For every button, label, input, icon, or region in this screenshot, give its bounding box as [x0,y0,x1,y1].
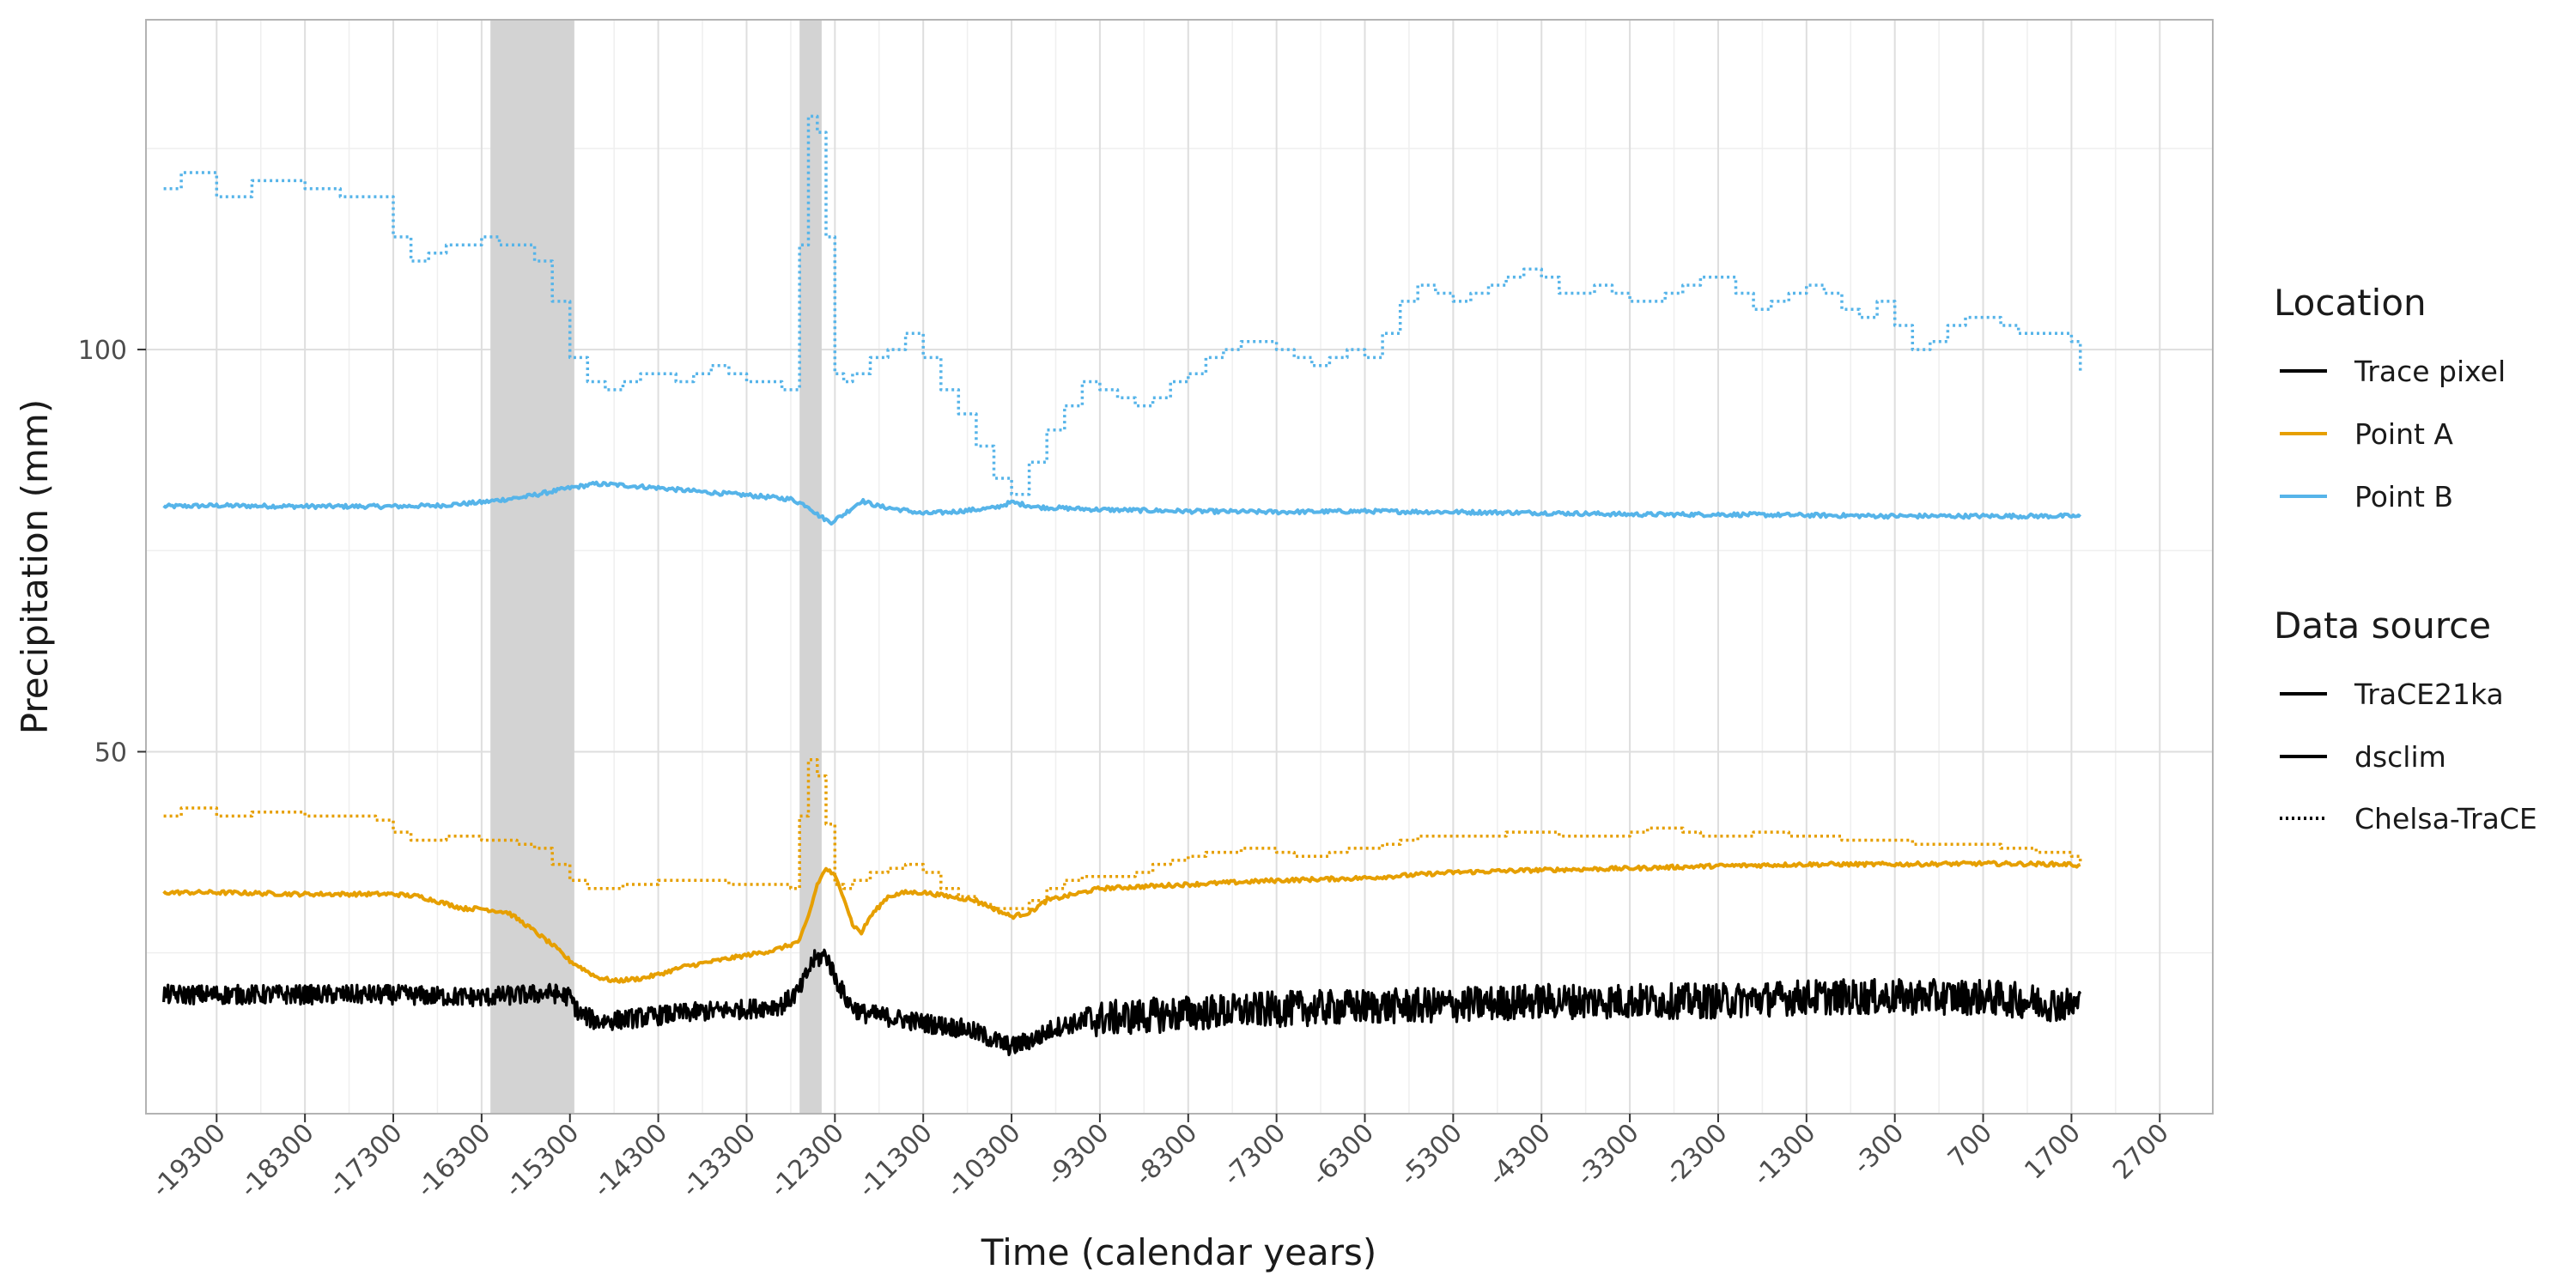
shaded-periods [490,20,822,1114]
legend-label-chelsa-trace: Chelsa-TraCE [2354,802,2537,835]
x-axis-title: Time (calendar years) [981,1231,1376,1273]
series-line-point-a-chelsa-trace [163,758,2082,910]
series-line-point-a-dsclim [162,860,2081,984]
legend-label-point-a: Point A [2354,417,2453,451]
grid-layer [146,20,2213,1114]
series-layer [162,114,2082,1057]
legend-label-trace-pixel: Trace pixel [2354,355,2506,388]
series-line-point-b-dsclim [162,480,2082,526]
legend-label-trace21ka: TraCE21ka [2354,677,2504,711]
panel-border [145,19,2214,1115]
shaded-period [490,20,574,1114]
legend-location: Location Trace pixel Point A Point B [2274,282,2506,513]
series-line-trace-pixel-trace21ka [162,948,2082,1057]
legend-data-source: Data source TraCE21ka dsclim Chelsa-TraC… [2274,605,2537,835]
legend-location-title: Location [2274,282,2427,324]
legend-source-title: Data source [2274,605,2491,647]
y-tick-label: 50 [94,738,127,768]
y-tick-labels: 50 100 [78,336,127,768]
series-line-point-b-chelsa-trace [163,114,2082,496]
shaded-period [799,20,822,1114]
legend-label-dsclim: dsclim [2354,740,2446,774]
legend-label-point-b: Point B [2354,480,2453,513]
y-axis-title: Precipitation (mm) [14,399,56,734]
y-tick-label: 100 [78,336,127,366]
axis-ticks [137,349,2161,1122]
